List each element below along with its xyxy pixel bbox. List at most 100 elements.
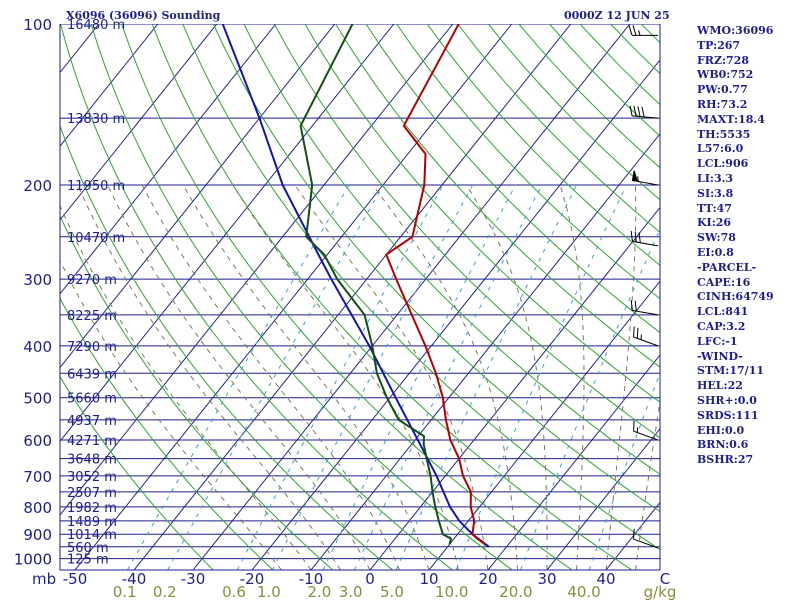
barb-full <box>633 326 635 338</box>
barb-full <box>634 300 637 312</box>
wind-barb <box>628 25 658 36</box>
dry-adiabat <box>60 24 453 570</box>
mixing-ratio-label: 10.0 <box>435 583 468 600</box>
barb-full <box>633 528 635 540</box>
height-label: 560 m <box>67 541 109 556</box>
isotherm-line <box>60 24 218 221</box>
index-item: TT:47 <box>697 201 732 215</box>
mixing-ratio-line <box>236 184 444 570</box>
mixing-ratio-label: 40.0 <box>567 583 600 600</box>
index-item: CAP:3.2 <box>697 319 746 333</box>
temperature-tick-label: 0 <box>365 570 375 588</box>
temperature-tick-label: 20 <box>478 570 497 588</box>
index-item: TH:5535 <box>697 127 751 141</box>
barb-flag <box>631 170 639 182</box>
temperature-tick-label: 40 <box>596 570 615 588</box>
moist-adiabat <box>60 259 282 570</box>
index-item: FRZ:728 <box>697 53 750 67</box>
isotherm-line <box>783 24 800 570</box>
height-label: 1489 m <box>67 515 117 530</box>
height-label: 4937 m <box>67 414 117 429</box>
stability-indices-list: WMO:36096 TP:267 FRZ:728 WB0:752 PW:0.77 RH:7… <box>697 24 774 468</box>
index-item: -WIND- <box>697 349 743 363</box>
moist-adiabat <box>466 184 548 570</box>
dry-adiabat <box>273 24 660 439</box>
barb-full <box>630 230 633 242</box>
pressure-tick-label: 700 <box>23 468 52 486</box>
mixing-ratio-label: 5.0 <box>380 583 404 600</box>
isotherm-line <box>428 280 660 570</box>
isotherm-line <box>60 24 395 443</box>
moist-adiabat <box>559 184 585 570</box>
mixing-ratio-label: 3.0 <box>339 583 363 600</box>
temperature-tick-label: 10 <box>419 570 438 588</box>
mixing-ratio-line <box>271 184 474 570</box>
barb-staff <box>632 240 659 247</box>
index-item: L57:6.0 <box>697 142 744 156</box>
parcel-path-line <box>221 24 490 548</box>
isotherm-line <box>60 24 336 369</box>
pressure-tick-label: 100 <box>23 16 52 34</box>
dry-adiabat <box>426 24 660 266</box>
pressure-tick-label: 1000 <box>14 551 52 569</box>
index-item: MAXT:18.4 <box>697 112 765 126</box>
isotherm-line <box>369 206 660 570</box>
wind-barb <box>631 170 659 186</box>
barb-full <box>641 106 645 118</box>
index-item: LCL:906 <box>697 157 749 171</box>
height-label: 16480 m <box>67 18 125 33</box>
pressure-tick-label: 800 <box>23 499 52 517</box>
moist-adiabat <box>182 184 430 570</box>
sounding-datetime: 0000Z 12 JUN 25 <box>564 9 670 22</box>
moist-adiabat <box>60 204 312 570</box>
wind-barb <box>633 326 659 347</box>
index-item: PW:0.77 <box>697 83 748 97</box>
height-label: 4271 m <box>67 434 117 449</box>
mixing-ratio-label: 2.0 <box>307 583 331 600</box>
barb-staff <box>633 430 659 441</box>
pressure-tick-label: 400 <box>23 338 52 356</box>
pressure-tick-label: 300 <box>23 271 52 289</box>
mixing-ratio-line <box>322 184 516 570</box>
barb-half <box>637 176 639 182</box>
barb-full <box>629 105 633 116</box>
barb-staff <box>632 309 659 316</box>
mixing-ratio-label: 0.2 <box>153 583 177 600</box>
isotherm-line <box>60 24 277 295</box>
moist-adiabat <box>232 184 459 570</box>
mixing-ratio-line <box>126 184 350 570</box>
wind-barb <box>629 105 659 119</box>
height-label: 3052 m <box>67 470 117 485</box>
index-item: SHR+:0.0 <box>697 393 757 407</box>
isotherm-line <box>0 24 40 570</box>
mixing-ratio-label: 0.1 <box>113 583 137 600</box>
index-item: TP:267 <box>697 38 741 52</box>
moist-adiabat <box>77 184 341 570</box>
height-label: 125 m <box>67 553 109 568</box>
temperature-tick-label: -40 <box>122 570 147 588</box>
height-label: 11950 m <box>67 179 125 194</box>
index-item: CINH:64749 <box>697 290 774 304</box>
dry-adiabat <box>396 24 660 300</box>
height-labels: 16480 m 13830 m 11950 m 10470 m 9270 m 8225 m… <box>67 18 125 568</box>
isotherm-line <box>192 24 631 570</box>
index-item: STM:17/11 <box>697 364 764 378</box>
barb-full <box>633 420 635 432</box>
mixing-ratio-line <box>354 184 543 570</box>
index-item: KI:26 <box>697 216 732 230</box>
dry-adiabat <box>60 214 334 570</box>
mixing-ratio-label: 20.0 <box>499 583 532 600</box>
pressure-tick-label: 600 <box>23 432 52 450</box>
height-label: 5660 m <box>67 392 117 407</box>
pressure-tick-label: 200 <box>23 177 52 195</box>
barb-full <box>637 106 641 117</box>
height-label: 1014 m <box>67 528 117 543</box>
barb-staff <box>633 538 659 549</box>
barb-half <box>638 30 641 36</box>
wind-barbs <box>628 25 659 549</box>
height-label: 7290 m <box>67 340 117 355</box>
height-label: 3648 m <box>67 453 117 468</box>
mixing-ratio-line <box>395 184 577 570</box>
pressure-tick-label: 500 <box>23 390 52 408</box>
height-label: 2507 m <box>67 486 117 501</box>
